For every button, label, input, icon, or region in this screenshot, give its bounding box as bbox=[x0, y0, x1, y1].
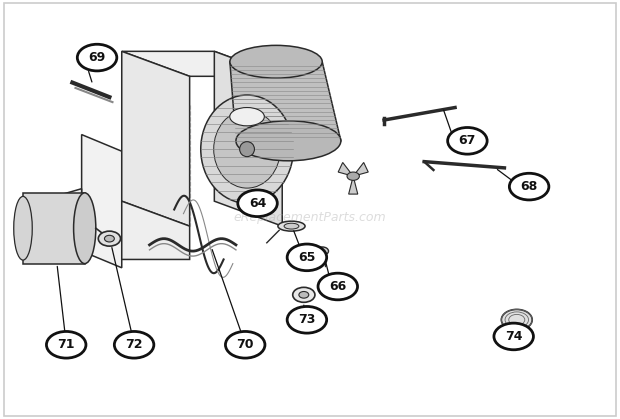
Polygon shape bbox=[122, 52, 190, 226]
Polygon shape bbox=[38, 189, 82, 239]
Polygon shape bbox=[23, 193, 85, 264]
Circle shape bbox=[510, 173, 549, 200]
Text: 73: 73 bbox=[298, 313, 316, 326]
Circle shape bbox=[114, 331, 154, 358]
Ellipse shape bbox=[316, 247, 329, 255]
Ellipse shape bbox=[14, 197, 32, 260]
Polygon shape bbox=[82, 134, 122, 268]
Ellipse shape bbox=[201, 95, 293, 203]
Circle shape bbox=[226, 331, 265, 358]
Text: 74: 74 bbox=[505, 330, 523, 343]
Circle shape bbox=[287, 244, 327, 271]
Circle shape bbox=[78, 44, 117, 71]
Ellipse shape bbox=[74, 193, 96, 264]
Ellipse shape bbox=[240, 142, 254, 157]
Ellipse shape bbox=[236, 121, 341, 161]
Polygon shape bbox=[230, 62, 341, 141]
Text: 65: 65 bbox=[298, 251, 316, 264]
Polygon shape bbox=[353, 163, 368, 176]
Polygon shape bbox=[338, 163, 353, 176]
Circle shape bbox=[238, 190, 277, 217]
Circle shape bbox=[494, 323, 533, 350]
Polygon shape bbox=[215, 52, 282, 226]
Text: 72: 72 bbox=[125, 338, 143, 351]
Text: 66: 66 bbox=[329, 280, 347, 293]
Ellipse shape bbox=[230, 45, 322, 78]
Text: eReplacementParts.com: eReplacementParts.com bbox=[234, 211, 386, 224]
Circle shape bbox=[46, 331, 86, 358]
Ellipse shape bbox=[347, 172, 360, 180]
Ellipse shape bbox=[278, 221, 305, 231]
Circle shape bbox=[287, 306, 327, 333]
Text: 64: 64 bbox=[249, 197, 266, 210]
Polygon shape bbox=[348, 176, 358, 194]
Ellipse shape bbox=[502, 309, 532, 330]
Ellipse shape bbox=[230, 108, 264, 126]
Text: 70: 70 bbox=[236, 338, 254, 351]
Ellipse shape bbox=[214, 110, 280, 188]
Circle shape bbox=[318, 273, 358, 300]
Text: 67: 67 bbox=[459, 134, 476, 147]
Text: 68: 68 bbox=[520, 180, 538, 193]
Circle shape bbox=[448, 127, 487, 154]
Polygon shape bbox=[122, 52, 282, 76]
Text: 71: 71 bbox=[58, 338, 75, 351]
Ellipse shape bbox=[299, 292, 309, 298]
Text: 69: 69 bbox=[89, 51, 105, 64]
Ellipse shape bbox=[284, 223, 299, 229]
Polygon shape bbox=[122, 201, 190, 259]
Ellipse shape bbox=[99, 231, 120, 246]
Ellipse shape bbox=[104, 235, 114, 242]
Ellipse shape bbox=[293, 287, 315, 303]
